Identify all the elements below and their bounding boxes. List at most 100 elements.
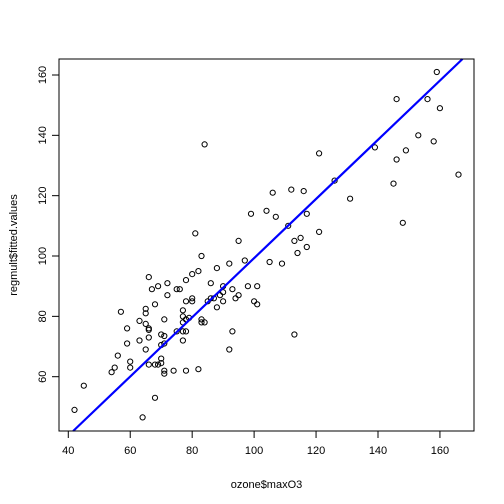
data-point	[136, 337, 143, 344]
data-point	[145, 361, 152, 368]
data-point	[142, 310, 149, 317]
data-point	[155, 361, 162, 368]
data-point	[151, 394, 159, 401]
data-point	[294, 249, 301, 257]
data-point	[117, 308, 125, 315]
y-tick-label: 140	[37, 126, 49, 144]
data-point	[161, 340, 168, 347]
y-tick-label: 120	[37, 186, 49, 204]
data-point	[226, 260, 233, 267]
data-point	[220, 289, 227, 296]
data-point	[263, 207, 270, 214]
data-point	[161, 332, 168, 340]
data-point	[244, 283, 251, 290]
data-point	[291, 237, 298, 244]
x-tick-label: 120	[307, 445, 325, 457]
data-point	[182, 298, 190, 305]
data-point	[195, 366, 202, 373]
data-point	[430, 138, 437, 145]
x-tick-label: 40	[62, 445, 74, 457]
data-point	[158, 360, 165, 367]
data-point	[254, 301, 261, 308]
data-point	[455, 171, 462, 178]
data-point	[393, 156, 400, 163]
data-point	[390, 180, 397, 187]
data-point	[148, 286, 155, 293]
data-point	[291, 331, 298, 338]
data-point	[161, 370, 168, 377]
data-point	[288, 186, 295, 193]
data-point	[189, 295, 196, 302]
data-point	[164, 280, 171, 287]
data-point	[182, 277, 190, 284]
data-point	[436, 105, 443, 112]
data-point	[201, 141, 208, 148]
data-point	[235, 292, 242, 299]
data-point	[331, 177, 338, 184]
data-point	[176, 286, 183, 293]
data-point	[142, 320, 149, 327]
data-point	[155, 283, 162, 290]
data-point	[371, 144, 378, 151]
data-point	[142, 305, 149, 312]
data-points	[71, 68, 462, 421]
data-point	[303, 210, 310, 217]
data-point	[145, 274, 152, 281]
data-point	[80, 382, 87, 389]
data-point	[173, 286, 180, 293]
data-point	[300, 188, 307, 195]
data-point	[179, 337, 186, 344]
data-point	[151, 301, 159, 308]
x-tick-label: 140	[369, 445, 387, 457]
data-point	[229, 286, 236, 293]
data-point	[266, 258, 273, 266]
data-point	[393, 96, 400, 103]
data-point	[415, 132, 422, 139]
data-point	[424, 96, 431, 103]
data-point	[269, 189, 276, 196]
y-tick-label: 60	[37, 371, 49, 383]
data-point	[161, 367, 168, 374]
data-point	[241, 257, 248, 264]
data-point	[189, 298, 196, 305]
data-point	[303, 243, 310, 251]
data-point	[220, 298, 227, 305]
x-tick-label: 100	[245, 445, 263, 457]
data-point	[235, 237, 242, 244]
fit-line	[72, 58, 464, 432]
data-point	[158, 355, 165, 362]
data-point	[247, 210, 255, 217]
data-point	[198, 252, 205, 260]
data-point	[251, 298, 258, 305]
y-tick-label: 80	[37, 310, 49, 322]
data-point	[108, 369, 115, 376]
data-point	[111, 364, 118, 371]
data-point	[127, 364, 134, 371]
data-point	[347, 195, 354, 202]
data-point	[232, 295, 239, 302]
data-point	[192, 230, 199, 237]
y-tick-label: 160	[37, 66, 49, 84]
data-point	[142, 346, 149, 353]
data-point	[399, 219, 406, 226]
data-point	[145, 334, 152, 341]
data-point	[161, 316, 168, 323]
data-point	[213, 304, 220, 311]
x-tick-label: 60	[124, 445, 136, 457]
y-tick-label: 100	[37, 247, 49, 265]
data-point	[124, 340, 131, 347]
data-point	[179, 313, 186, 320]
data-point	[114, 352, 121, 359]
data-point	[402, 147, 409, 154]
data-point	[179, 328, 186, 335]
data-point	[139, 414, 146, 421]
data-point	[127, 358, 134, 365]
y-axis-title: regmult$fitted.values	[8, 194, 20, 296]
data-point	[182, 367, 190, 374]
x-tick-label: 160	[431, 445, 449, 457]
data-point	[198, 319, 205, 326]
data-point	[316, 150, 323, 157]
data-point	[71, 406, 78, 413]
data-point	[433, 68, 440, 76]
